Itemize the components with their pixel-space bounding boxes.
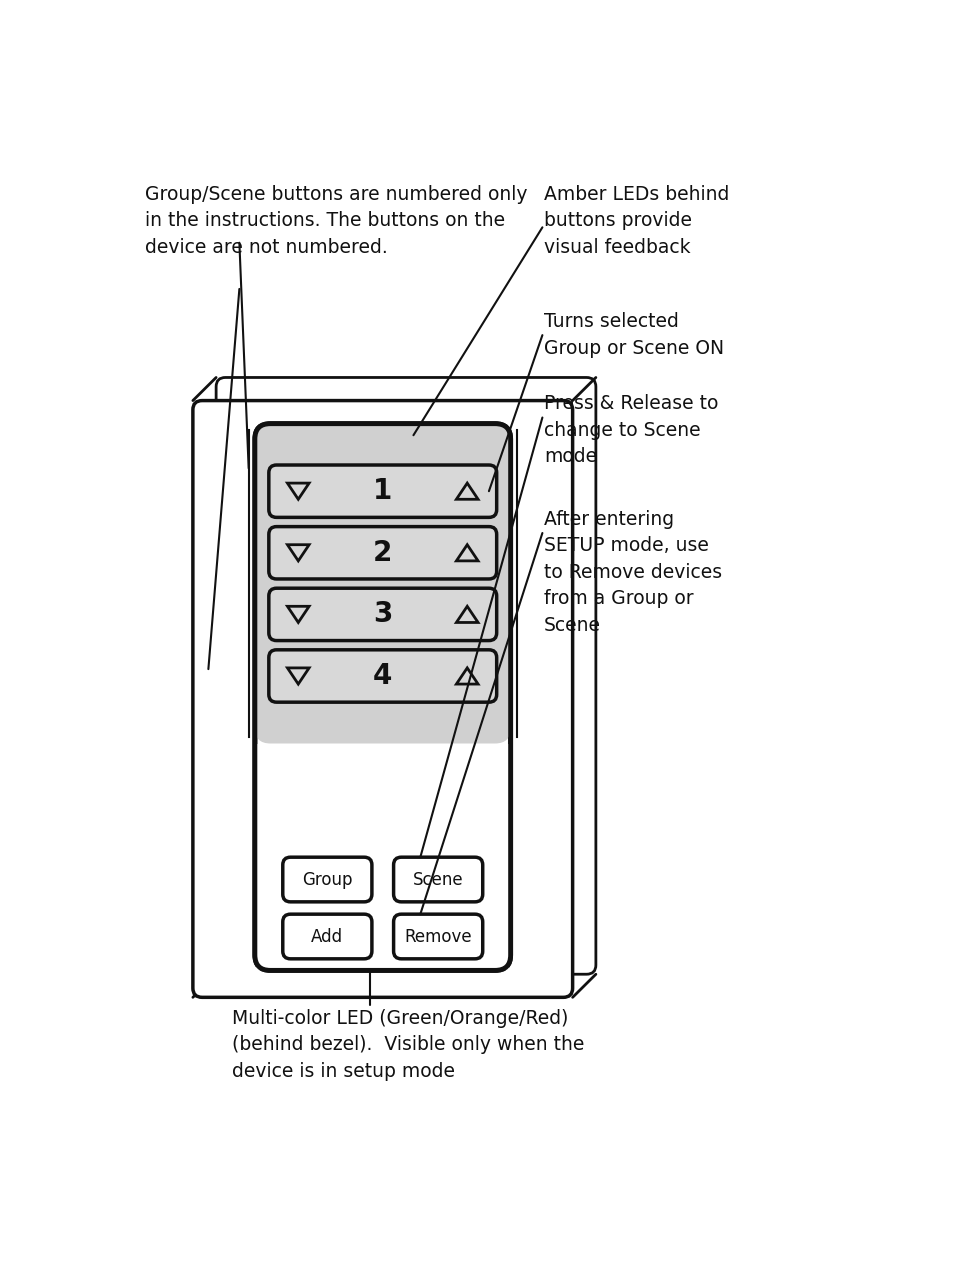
FancyBboxPatch shape: [254, 424, 510, 744]
Text: Remove: Remove: [404, 927, 472, 945]
FancyBboxPatch shape: [394, 915, 482, 959]
Text: Add: Add: [311, 927, 343, 945]
Text: Turns selected
Group or Scene ON: Turns selected Group or Scene ON: [543, 312, 723, 357]
Text: Press & Release to
change to Scene
mode: Press & Release to change to Scene mode: [543, 394, 718, 467]
Text: 1: 1: [373, 477, 392, 505]
Text: Multi-color LED (Green/Orange/Red)
(behind bezel).  Visible only when the
device: Multi-color LED (Green/Orange/Red) (behi…: [232, 1009, 583, 1081]
FancyBboxPatch shape: [269, 588, 497, 641]
FancyBboxPatch shape: [394, 857, 482, 902]
Text: 2: 2: [373, 539, 392, 567]
FancyBboxPatch shape: [282, 857, 372, 902]
Bar: [256, 744, 509, 969]
FancyBboxPatch shape: [254, 424, 510, 971]
Text: 3: 3: [373, 600, 392, 628]
Text: After entering
SETUP mode, use
to Remove devices
from a Group or
Scene: After entering SETUP mode, use to Remove…: [543, 510, 721, 635]
Text: Group/Scene buttons are numbered only
in the instructions. The buttons on the
de: Group/Scene buttons are numbered only in…: [145, 184, 527, 257]
FancyBboxPatch shape: [269, 650, 497, 702]
Text: Scene: Scene: [413, 870, 463, 889]
FancyBboxPatch shape: [269, 466, 497, 518]
FancyBboxPatch shape: [282, 915, 372, 959]
Text: Group: Group: [302, 870, 353, 889]
FancyBboxPatch shape: [193, 401, 572, 997]
Text: Amber LEDs behind
buttons provide
visual feedback: Amber LEDs behind buttons provide visual…: [543, 184, 728, 257]
Text: 4: 4: [373, 661, 392, 689]
FancyBboxPatch shape: [269, 527, 497, 579]
